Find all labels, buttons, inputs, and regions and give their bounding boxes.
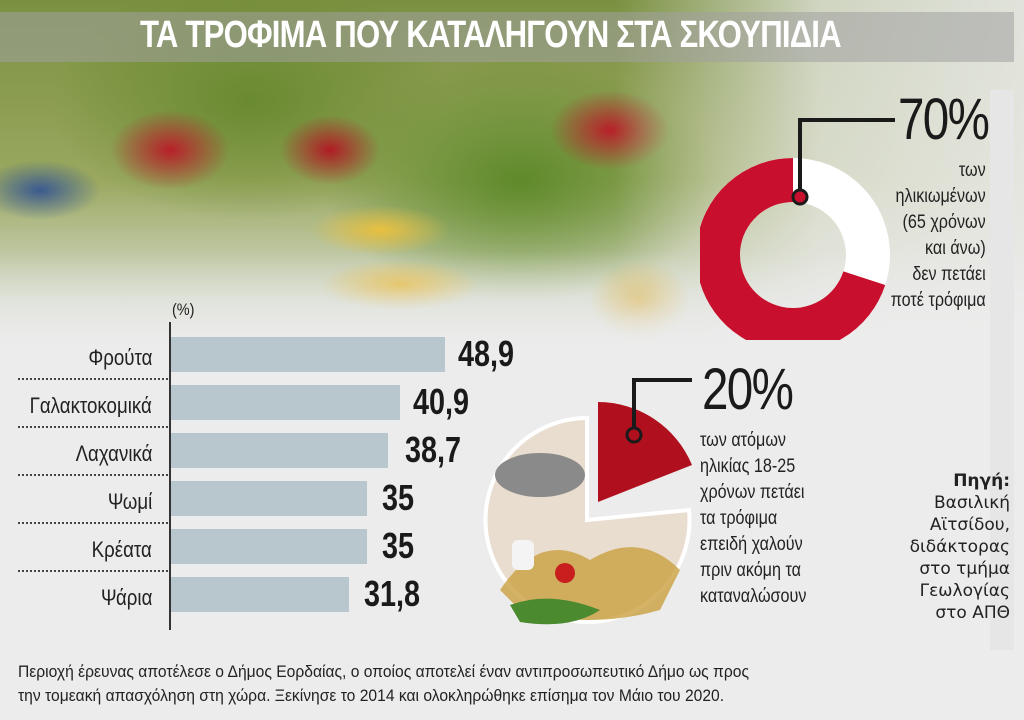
bar	[171, 529, 367, 564]
lid-illustration	[495, 453, 585, 497]
desc-line: επειδή χαλούν	[700, 534, 803, 555]
elderly-description: των ηλικιωμένων (65 χρόνων και άνω) δεν …	[891, 158, 986, 314]
source-line: διδάκτορας	[909, 537, 1010, 557]
category-label: Λαχανικά	[75, 441, 152, 466]
category-label: Ψωμί	[107, 489, 152, 514]
row-separator	[18, 474, 168, 476]
callout-dot	[625, 426, 643, 444]
tomato-illustration	[555, 563, 575, 583]
desc-line: ηλικιωμένων	[895, 186, 986, 207]
bar-row: Ψάρια 31,8	[0, 573, 500, 625]
bar	[171, 337, 445, 372]
desc-line: και άνω)	[925, 238, 986, 259]
page-title: ΤΑ ΤΡΟΦΙΜΑ ΠΟΥ ΚΑΤΑΛΗΓΟΥΝ ΣΤΑ ΣΚΟΥΠΙΔΙΑ	[140, 14, 842, 56]
value-label: 40,9	[413, 381, 470, 422]
bar	[171, 577, 349, 612]
donut-chart-elderly	[700, 118, 895, 340]
bar	[171, 481, 367, 516]
desc-line: ηλικίας 18-25	[700, 456, 796, 477]
pie-segment-20	[598, 402, 692, 502]
category-label: Ψάρια	[100, 585, 152, 610]
source-credit: Πηγή: Βασιλική Αϊτσίδου, διδάκτορας στο …	[910, 470, 1010, 624]
value-label: 38,7	[405, 429, 462, 470]
desc-line: καταναλώσουν	[700, 586, 807, 607]
category-label: Γαλακτοκομικά	[29, 393, 152, 418]
bar-row: Φρούτα 48,9	[0, 333, 514, 385]
row-separator	[18, 522, 168, 524]
callout-dot	[791, 188, 809, 206]
desc-line: δεν πετάει	[912, 264, 986, 285]
bar-row: Ψωμί 35	[0, 477, 500, 529]
right-panel-background	[990, 90, 1014, 650]
row-separator	[18, 570, 168, 572]
bar-row: Γαλακτοκομικά 40,9	[0, 381, 500, 433]
value-label: 35	[382, 477, 415, 518]
source-line: στο ΑΠΘ	[935, 603, 1010, 623]
source-line: στο τμήμα	[919, 559, 1010, 579]
desc-line: των	[959, 160, 986, 181]
lettuce-illustration	[510, 598, 600, 625]
desc-line: χρόνων πετάει	[700, 482, 805, 503]
bar	[171, 385, 400, 420]
category-label: Φρούτα	[87, 345, 152, 370]
title-band	[0, 12, 1014, 62]
value-label: 48,9	[458, 333, 515, 374]
source-line: Αϊτσίδου,	[929, 515, 1010, 535]
bar-row: Κρέατα 35	[0, 525, 500, 577]
callout-leader-line	[798, 118, 895, 197]
desc-line: (65 χρόνων	[902, 212, 986, 233]
source-line: Βασιλική	[933, 493, 1010, 513]
donut-segment-70	[700, 158, 886, 340]
desc-line: τα τρόφιμα	[700, 508, 778, 529]
footnote-line: την τομεακή απασχόληση στη χώρα. Ξεκίνησ…	[18, 686, 725, 705]
source-label: Πηγή:	[953, 471, 1010, 491]
value-label: 35	[382, 525, 415, 566]
chart-axis	[169, 322, 171, 630]
footnote-line: Περιοχή έρευνας αποτέλεσε ο Δήμος Εορδαί…	[18, 662, 749, 681]
young-percent: 20%	[702, 357, 794, 422]
bar	[171, 433, 388, 468]
footnote: Περιοχή έρευνας αποτέλεσε ο Δήμος Εορδαί…	[18, 660, 749, 708]
desc-line: ποτέ τρόφιμα	[891, 290, 986, 311]
value-label: 31,8	[364, 573, 421, 614]
bar-row: Λαχανικά 38,7	[0, 429, 500, 481]
row-separator	[18, 378, 168, 380]
milk-bottle-illustration	[512, 540, 534, 570]
young-description: των ατόμων ηλικίας 18-25 χρόνων πετάει τ…	[700, 428, 806, 610]
elderly-percent: 70%	[898, 87, 990, 152]
pie-chart-young	[483, 378, 692, 625]
desc-line: των ατόμων	[700, 430, 787, 451]
row-separator	[18, 426, 168, 428]
source-line: Γεωλογίας	[919, 581, 1010, 601]
category-label: Κρέατα	[91, 537, 152, 562]
desc-line: πριν ακόμη τα	[700, 560, 801, 581]
unit-label: (%)	[172, 300, 195, 319]
